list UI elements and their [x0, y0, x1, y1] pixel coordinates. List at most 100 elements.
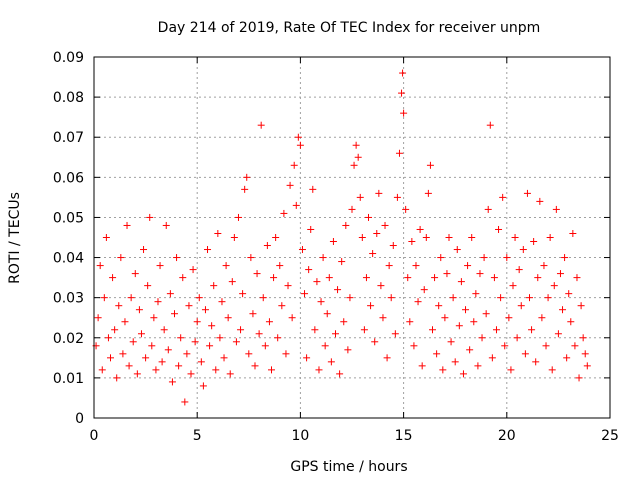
data-point — [348, 205, 356, 213]
data-point — [288, 314, 296, 322]
data-point — [274, 334, 282, 342]
data-point — [94, 314, 102, 322]
data-point — [474, 362, 482, 370]
data-point — [189, 266, 197, 274]
data-point — [369, 250, 377, 258]
data-point — [435, 302, 443, 310]
data-point — [173, 254, 181, 262]
data-point — [185, 302, 193, 310]
data-point — [247, 254, 255, 262]
data-point — [457, 278, 465, 286]
data-point — [433, 350, 441, 358]
data-point — [327, 358, 335, 366]
data-point — [216, 334, 224, 342]
data-point — [201, 306, 209, 314]
data-point — [131, 270, 139, 278]
data-point — [383, 354, 391, 362]
data-point — [499, 193, 507, 201]
data-point — [488, 354, 496, 362]
data-point — [115, 302, 123, 310]
data-point — [571, 342, 579, 350]
data-point — [501, 342, 509, 350]
data-point — [476, 270, 484, 278]
data-point — [331, 330, 339, 338]
data-point — [282, 350, 290, 358]
data-point — [164, 346, 172, 354]
data-point — [243, 173, 251, 181]
data-point — [391, 330, 399, 338]
data-point — [515, 266, 523, 274]
data-point — [150, 314, 158, 322]
data-point — [552, 205, 560, 213]
data-point — [175, 362, 183, 370]
data-point — [567, 318, 575, 326]
data-point — [166, 290, 174, 298]
data-point — [462, 306, 470, 314]
data-point — [367, 302, 375, 310]
data-point — [439, 366, 447, 374]
data-point — [270, 274, 278, 282]
data-point — [315, 366, 323, 374]
data-point — [177, 334, 185, 342]
data-point — [204, 246, 212, 254]
data-point — [532, 358, 540, 366]
data-point — [206, 342, 214, 350]
data-point — [354, 153, 362, 161]
data-point — [449, 294, 457, 302]
data-point — [486, 121, 494, 129]
y-tick-label: 0 — [75, 411, 84, 427]
data-point — [303, 354, 311, 362]
data-point — [447, 338, 455, 346]
data-point — [482, 310, 490, 318]
data-point — [228, 278, 236, 286]
data-point — [294, 133, 302, 141]
data-point — [451, 358, 459, 366]
data-point — [284, 282, 292, 290]
data-point — [137, 330, 145, 338]
data-point — [222, 262, 230, 270]
data-point — [251, 362, 259, 370]
data-point — [160, 326, 168, 334]
data-point — [156, 262, 164, 270]
data-point — [443, 270, 451, 278]
data-point — [317, 298, 325, 306]
data-point — [305, 266, 313, 274]
y-axis-ticks: 0 0.01 0.02 0.03 0.04 0.05 0.06 0.07 0.08 0.09 — [53, 50, 610, 427]
data-point — [241, 185, 249, 193]
data-point — [526, 294, 534, 302]
data-point — [404, 274, 412, 282]
data-point — [263, 242, 271, 250]
data-point — [387, 294, 395, 302]
data-point — [179, 274, 187, 282]
data-point — [468, 234, 476, 241]
data-point — [119, 350, 127, 358]
y-tick-label: 0.08 — [53, 90, 84, 106]
data-point — [218, 298, 226, 306]
data-point — [197, 358, 205, 366]
y-axis-label: ROTI / TECUs — [7, 192, 23, 284]
data-point — [214, 229, 222, 237]
data-point — [338, 258, 346, 266]
data-point — [346, 294, 354, 302]
data-point — [199, 382, 207, 390]
data-point — [356, 193, 364, 201]
data-point — [362, 274, 370, 282]
data-point — [478, 334, 486, 342]
data-point — [212, 366, 220, 374]
data-point — [301, 290, 309, 298]
data-point — [455, 322, 463, 330]
data-point — [554, 330, 562, 338]
data-point — [329, 238, 337, 246]
data-point — [313, 278, 321, 286]
data-point — [311, 326, 319, 334]
data-point — [249, 310, 257, 318]
data-point — [123, 221, 131, 229]
data-point — [276, 262, 284, 270]
data-point — [146, 213, 154, 221]
data-point — [309, 185, 317, 193]
data-point — [144, 282, 152, 290]
y-tick-label: 0.01 — [53, 371, 84, 387]
data-point — [381, 221, 389, 229]
data-point — [183, 350, 191, 358]
